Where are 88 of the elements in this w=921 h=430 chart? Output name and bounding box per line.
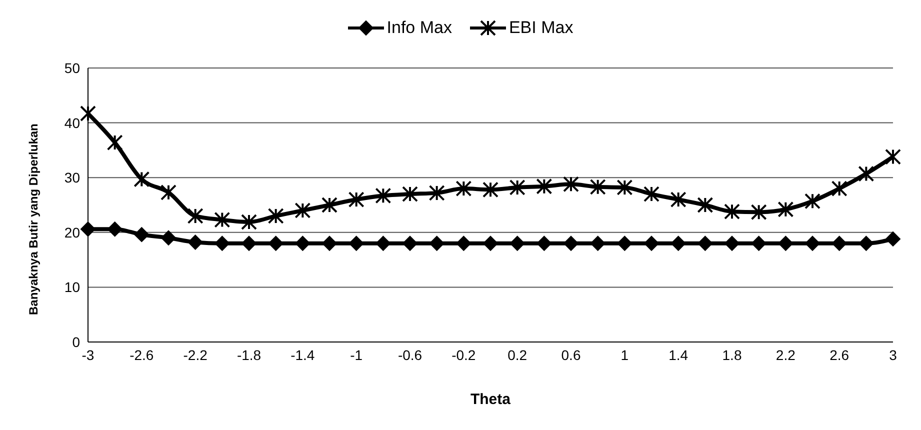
x-tick-label: -0.2 bbox=[452, 346, 476, 363]
point bbox=[509, 179, 526, 196]
x-tick-label: 2.2 bbox=[776, 346, 796, 363]
x-tick-label: 0.2 bbox=[508, 346, 528, 363]
point bbox=[590, 236, 606, 251]
x-tick-label: -1.4 bbox=[290, 346, 315, 363]
point bbox=[322, 197, 338, 213]
point bbox=[858, 166, 874, 182]
point bbox=[161, 230, 176, 246]
point bbox=[616, 179, 633, 196]
point bbox=[617, 236, 632, 251]
legend-label: Info Max bbox=[386, 18, 452, 38]
point bbox=[456, 180, 472, 197]
point bbox=[482, 182, 498, 198]
point bbox=[241, 214, 257, 230]
point bbox=[322, 236, 337, 251]
x-tick-label: -2.6 bbox=[130, 346, 154, 363]
point bbox=[268, 208, 284, 224]
x-tick-label: 2.6 bbox=[830, 346, 850, 363]
point bbox=[886, 231, 900, 246]
point bbox=[348, 192, 364, 208]
x-tick-label: 1 bbox=[620, 346, 629, 363]
point bbox=[402, 236, 418, 251]
point bbox=[294, 202, 311, 218]
point bbox=[750, 204, 767, 220]
point bbox=[348, 236, 364, 251]
y-axis-title: Banyaknya Butir yang Diperlukan bbox=[26, 124, 40, 315]
point bbox=[858, 236, 874, 251]
point bbox=[214, 212, 230, 228]
point bbox=[107, 222, 122, 237]
point bbox=[134, 171, 150, 188]
point bbox=[536, 178, 552, 194]
point bbox=[670, 192, 686, 208]
point bbox=[724, 204, 740, 220]
point bbox=[698, 236, 713, 251]
point bbox=[724, 236, 740, 251]
x-tick-label: -2.2 bbox=[183, 346, 208, 363]
point bbox=[429, 236, 444, 251]
point bbox=[644, 186, 660, 202]
point bbox=[832, 236, 847, 251]
point bbox=[187, 208, 204, 224]
point bbox=[242, 236, 256, 251]
point bbox=[590, 178, 606, 195]
x-tick-label: -0.6 bbox=[398, 346, 422, 363]
point bbox=[402, 186, 418, 202]
point bbox=[644, 236, 659, 251]
point bbox=[80, 105, 96, 122]
point bbox=[536, 236, 552, 251]
point bbox=[778, 236, 794, 251]
legend-label: EBI Max bbox=[508, 18, 574, 38]
x-tick-label: 3 bbox=[889, 346, 898, 363]
x-axis-title: Theta bbox=[470, 391, 512, 408]
point bbox=[188, 234, 203, 250]
point bbox=[375, 188, 392, 204]
point bbox=[510, 236, 525, 251]
point bbox=[885, 148, 901, 165]
x-tick-label: 1.4 bbox=[668, 346, 688, 363]
point bbox=[804, 193, 820, 210]
point bbox=[563, 176, 579, 192]
point bbox=[376, 236, 391, 251]
point bbox=[428, 184, 445, 201]
point bbox=[134, 227, 150, 242]
point bbox=[751, 236, 766, 251]
point bbox=[778, 201, 794, 218]
x-tick-label: 0.6 bbox=[561, 346, 581, 363]
y-tick-label: 30 bbox=[64, 170, 80, 186]
point bbox=[805, 236, 820, 251]
x-tick-label: -1 bbox=[350, 346, 363, 363]
y-tick-label: 10 bbox=[64, 279, 80, 296]
point bbox=[564, 236, 578, 251]
point bbox=[456, 236, 472, 251]
x-tick-label: -1.8 bbox=[236, 346, 262, 363]
y-tick-label: 0 bbox=[72, 334, 80, 350]
point bbox=[697, 197, 714, 213]
point bbox=[670, 236, 686, 251]
point bbox=[214, 236, 230, 251]
point bbox=[831, 180, 848, 197]
x-tick-label: 1.8 bbox=[722, 346, 742, 363]
point bbox=[483, 236, 498, 251]
point bbox=[106, 134, 123, 151]
point bbox=[295, 236, 310, 251]
point bbox=[80, 222, 96, 237]
y-tick-label: 40 bbox=[64, 114, 80, 131]
point bbox=[160, 184, 176, 200]
point bbox=[268, 236, 284, 251]
x-tick-label: -3 bbox=[82, 346, 94, 363]
y-tick-label: 50 bbox=[64, 60, 80, 76]
y-tick-label: 20 bbox=[64, 224, 80, 240]
